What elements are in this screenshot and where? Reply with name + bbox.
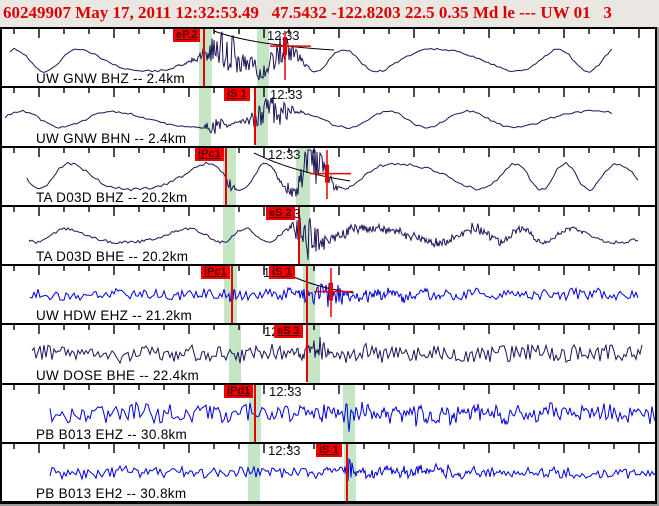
seismogram-trace [31,337,643,365]
time-tick-label: 12:33 [270,88,303,103]
phase-pick-label[interactable]: iPc1 [195,147,224,161]
trace-panel[interactable]: 12:33 iPc1 TA D03D BHZ -- 20.2km [2,147,655,207]
phase-pick-label[interactable]: eP.2 [173,29,201,42]
phase-pick-label[interactable]: iS 1 [269,266,295,279]
trace-panel[interactable]: 12:33 eP.2 UW GNW BHZ -- 2.4km [2,29,655,89]
phase-pick-label[interactable]: eS 2 [266,206,295,220]
station-label: UW GNW BHN -- 2.4km [36,130,187,146]
station-label: PB B013 EHZ -- 30.8km [36,426,188,442]
seismogram-trace [26,149,639,197]
station-label: TA D03D BHE -- 20.2km [36,249,189,264]
seismogram-trace [9,31,613,81]
trace-panel[interactable]: 12:33eS 3UW DOSE BHE -- 22.4km [2,325,655,385]
phase-pick-label[interactable]: eS 3 [274,325,303,339]
station-label: UW HDW EHZ -- 21.2km [36,308,192,324]
seismogram-trace [49,457,655,481]
time-tick-label: 12:33 [268,147,301,162]
waveform-plot[interactable] [2,384,655,442]
trace-panel[interactable]: 12:33 iPd1 PB B013 EHZ -- 30.8km [2,384,655,444]
coda-decay-curve [213,30,335,51]
phase-pick-label[interactable]: iS 1 [224,88,250,102]
pick-window-band[interactable] [229,325,241,383]
station-label: PB B013 EH2 -- 30.8km [36,486,187,501]
event-summary-header: 60249907 May 17, 2011 12:32:53.49 47.543… [0,0,659,27]
pick-window-band[interactable] [248,443,260,501]
seismogram-trace [4,97,613,135]
phase-pick-label[interactable]: iS 1 [316,443,342,457]
waveform-plot[interactable] [2,266,655,323]
waveform-plot[interactable] [2,147,655,205]
time-tick-label: 12:33 [267,29,300,43]
waveform-plot[interactable] [2,206,655,264]
seismogram-trace [29,279,639,308]
pick-window-band[interactable] [223,206,235,264]
time-tick-label: 12:33 [269,384,302,399]
trace-panel[interactable]: 12:33 iS 1 UW GNW BHN -- 2.4km [2,88,655,148]
station-label: UW GNW BHZ -- 2.4km [36,71,185,87]
trace-panel[interactable]: 12:33 iS 1 PB B013 EH2 -- 30.8km [2,443,655,501]
pick-window-band[interactable] [308,325,320,383]
pick-window-band[interactable] [199,88,211,146]
coda-decay-curve [253,152,351,181]
waveform-plot[interactable] [2,88,655,146]
trace-panel[interactable]: 12:33iPc1iS 1UW HDW EHZ -- 21.2km [2,266,655,326]
trace-panel-stack: 12:33 eP.2 UW GNW BHZ -- 2.4km 12:33 iS 1 UW … [0,27,657,504]
pick-window-band[interactable] [224,266,237,324]
pick-window-band[interactable] [199,29,212,87]
time-tick-label: 12:33 [268,443,301,458]
phase-pick-label[interactable]: iPc1 [201,266,230,279]
station-label: TA D03D BHZ -- 20.2km [36,189,188,205]
trace-panel[interactable]: 12:33eS 2TA D03D BHE -- 20.2km [2,206,655,266]
pick-window-band[interactable] [343,384,355,442]
station-label: UW DOSE BHE -- 22.4km [36,367,200,383]
seismogram-trace [49,400,655,432]
seismogram-trace [28,216,639,260]
phase-pick-label[interactable]: iPd1 [224,384,254,398]
